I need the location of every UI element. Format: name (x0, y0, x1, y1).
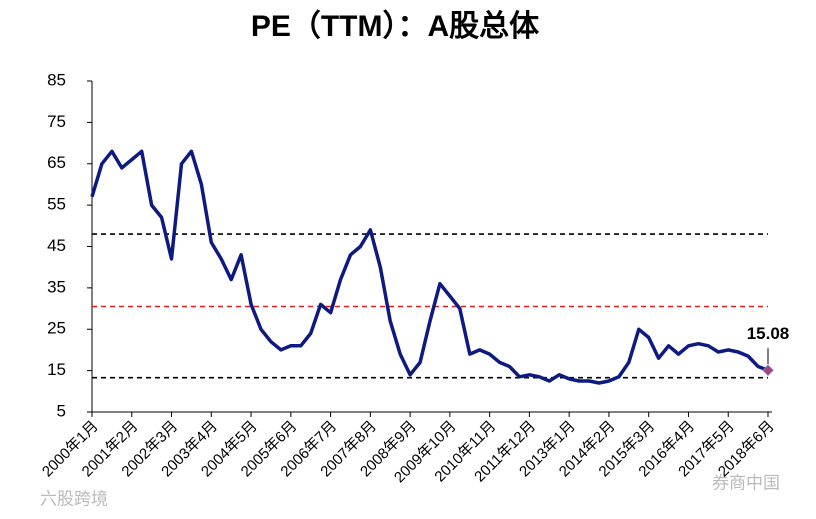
end-marker (762, 364, 774, 377)
y-tick-label: 75 (47, 112, 66, 131)
y-tick-label: 65 (47, 153, 66, 172)
y-tick-label: 85 (47, 70, 66, 89)
y-tick-label: 25 (47, 319, 66, 338)
y-tick-label: 35 (47, 277, 66, 296)
line (90, 149, 769, 385)
y-tick-label: 15 (47, 360, 66, 379)
y-tick-label: 55 (47, 195, 66, 214)
watermark: 六股跨境 (40, 489, 108, 508)
chart-title: PE（TTM）：A股总体 (251, 9, 540, 43)
y-tick-label: 45 (47, 236, 66, 255)
y-tick-label: 5 (57, 401, 66, 420)
end-label: 15.08 (747, 324, 790, 343)
watermark: 券商中国 (712, 473, 780, 492)
